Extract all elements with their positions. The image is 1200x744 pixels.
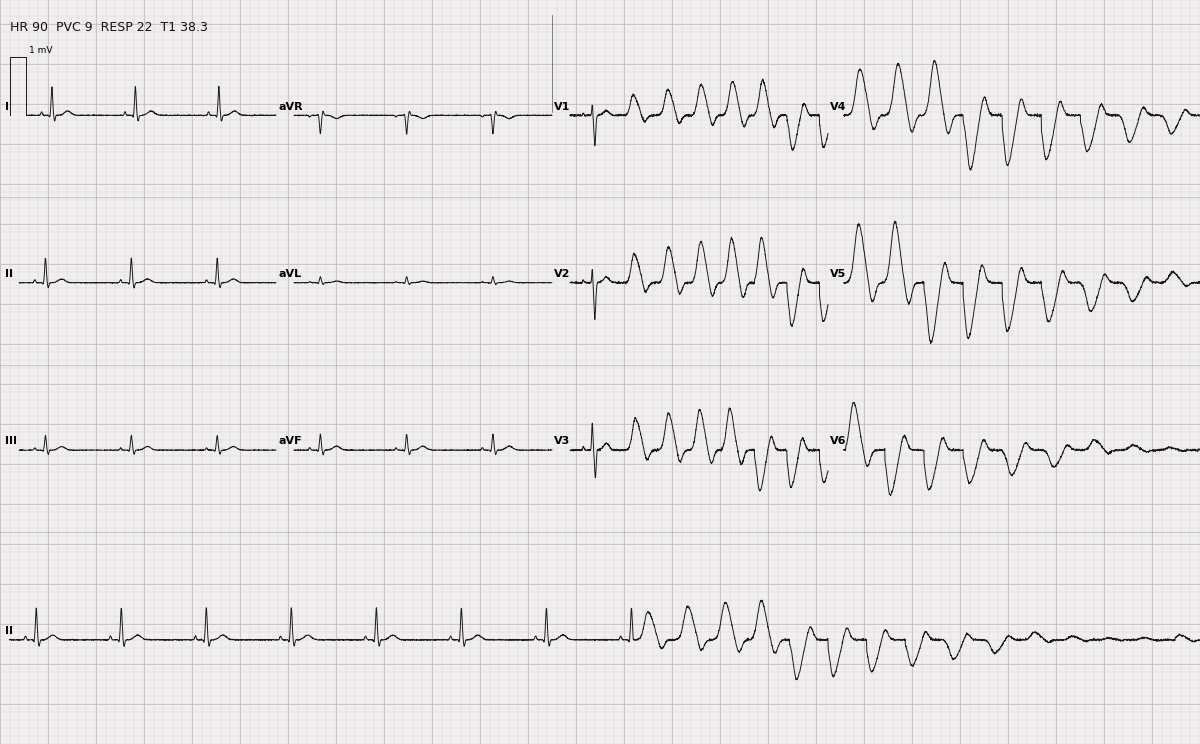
Text: II: II — [5, 626, 13, 636]
Text: 1 mV: 1 mV — [29, 46, 53, 55]
Text: V5: V5 — [830, 269, 847, 279]
Text: HR 90  PVC 9  RESP 22  T1 38.3: HR 90 PVC 9 RESP 22 T1 38.3 — [10, 21, 208, 33]
Text: II: II — [5, 269, 13, 279]
Text: III: III — [5, 437, 17, 446]
Text: V2: V2 — [554, 269, 571, 279]
Text: aVR: aVR — [278, 102, 304, 112]
Text: V3: V3 — [554, 437, 571, 446]
Text: V1: V1 — [554, 102, 571, 112]
Text: V4: V4 — [830, 102, 847, 112]
Text: aVL: aVL — [278, 269, 301, 279]
Text: I: I — [5, 102, 8, 112]
Text: aVF: aVF — [278, 437, 302, 446]
Text: V6: V6 — [830, 437, 847, 446]
